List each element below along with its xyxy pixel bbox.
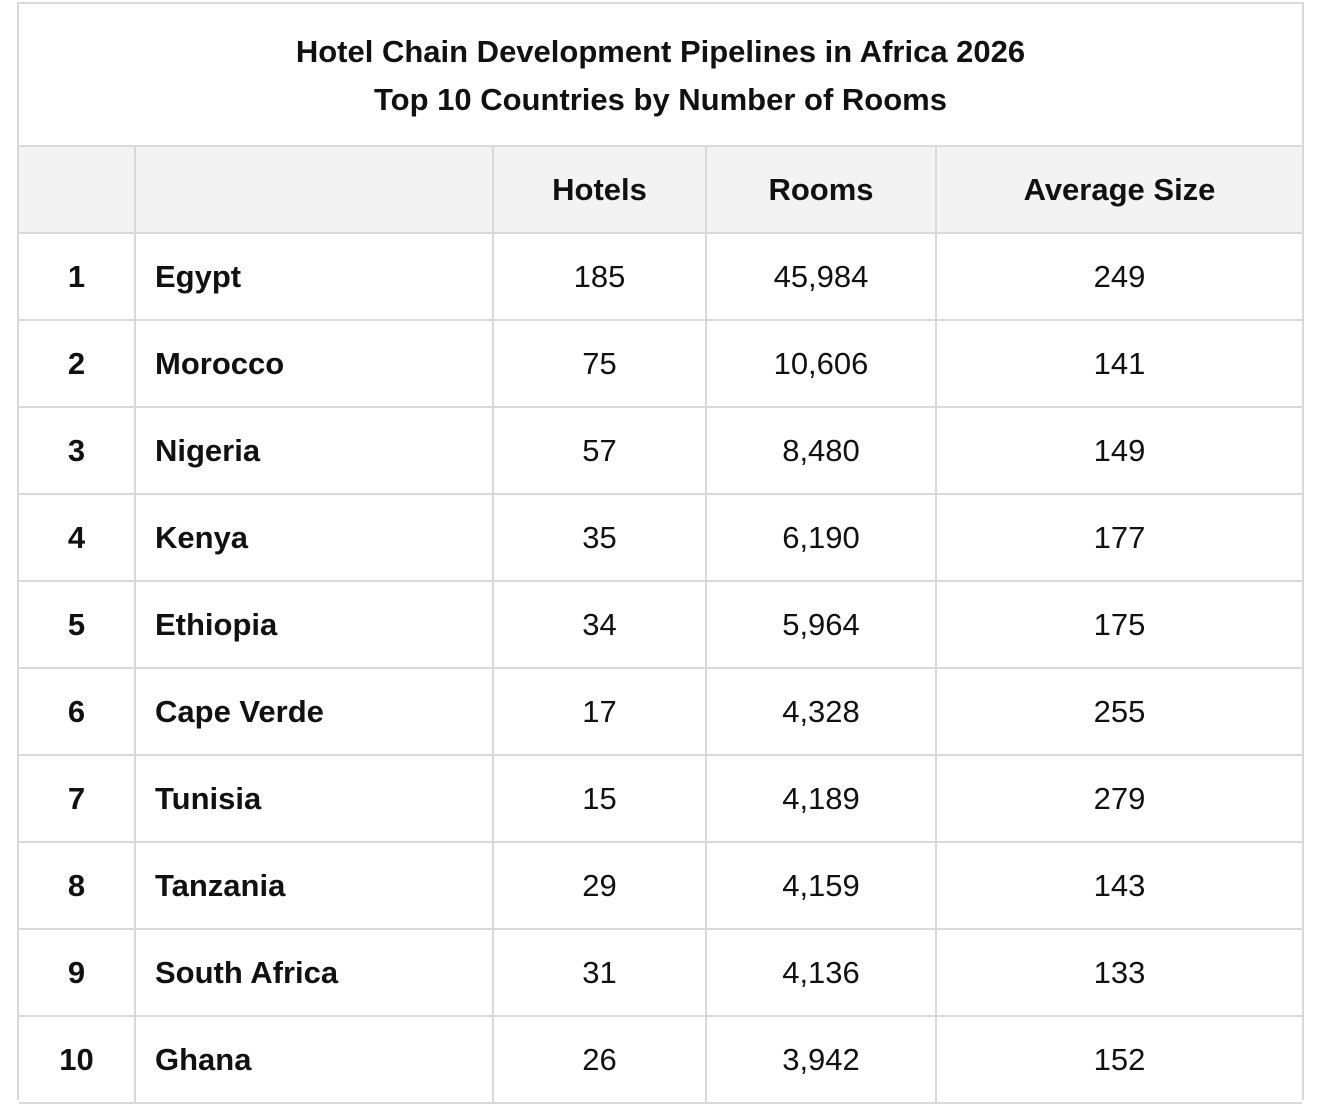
rooms-cell: 10,606 [706,320,937,408]
table-title-block: Hotel Chain Development Pipelines in Afr… [19,4,1302,147]
table-row: 2 Morocco 75 10,606 141 [19,320,1302,408]
hotels-cell: 15 [493,755,707,843]
average-size-cell: 177 [936,494,1302,582]
rooms-cell: 3,942 [706,1016,937,1104]
rooms-cell: 4,189 [706,755,937,843]
rank-cell: 9 [19,929,136,1017]
pipeline-table: Hotels Rooms Average Size 1 Egypt 185 45… [19,147,1302,1104]
average-size-cell: 152 [936,1016,1302,1104]
average-size-cell: 141 [936,320,1302,408]
rank-cell: 5 [19,581,136,669]
country-cell: Ghana [135,1016,494,1104]
rank-cell: 6 [19,668,136,756]
hotels-cell: 31 [493,929,707,1017]
rooms-cell: 4,328 [706,668,937,756]
column-header-rank [19,147,136,234]
country-cell: Egypt [135,233,494,321]
country-cell: Nigeria [135,407,494,495]
hotels-cell: 57 [493,407,707,495]
average-size-cell: 143 [936,842,1302,930]
country-cell: Kenya [135,494,494,582]
column-header-average-size: Average Size [936,147,1302,234]
hotels-cell: 26 [493,1016,707,1104]
country-cell: Tanzania [135,842,494,930]
table-row: 4 Kenya 35 6,190 177 [19,494,1302,582]
rooms-cell: 45,984 [706,233,937,321]
rank-cell: 8 [19,842,136,930]
table-row: 5 Ethiopia 34 5,964 175 [19,581,1302,669]
country-cell: Tunisia [135,755,494,843]
rank-cell: 1 [19,233,136,321]
table-row: 8 Tanzania 29 4,159 143 [19,842,1302,930]
country-cell: Cape Verde [135,668,494,756]
column-header-country [135,147,494,234]
rank-cell: 4 [19,494,136,582]
hotels-cell: 29 [493,842,707,930]
hotels-cell: 34 [493,581,707,669]
table-row: 7 Tunisia 15 4,189 279 [19,755,1302,843]
average-size-cell: 249 [936,233,1302,321]
rooms-cell: 4,159 [706,842,937,930]
column-header-rooms: Rooms [706,147,937,234]
country-cell: Ethiopia [135,581,494,669]
rank-cell: 2 [19,320,136,408]
country-cell: South Africa [135,929,494,1017]
rooms-cell: 6,190 [706,494,937,582]
hotels-cell: 17 [493,668,707,756]
hotels-cell: 185 [493,233,707,321]
average-size-cell: 133 [936,929,1302,1017]
table-row: 10 Ghana 26 3,942 152 [19,1016,1302,1104]
table-title: Hotel Chain Development Pipelines in Afr… [295,33,1026,69]
hotels-cell: 35 [493,494,707,582]
table-subtitle: Top 10 Countries by Number of Rooms [374,81,947,117]
average-size-cell: 175 [936,581,1302,669]
table-row: 1 Egypt 185 45,984 249 [19,233,1302,321]
rank-cell: 3 [19,407,136,495]
header-row: Hotels Rooms Average Size [19,147,1302,234]
average-size-cell: 255 [936,668,1302,756]
hotels-cell: 75 [493,320,707,408]
column-header-hotels: Hotels [493,147,707,234]
rooms-cell: 5,964 [706,581,937,669]
table-row: 3 Nigeria 57 8,480 149 [19,407,1302,495]
table-card: Hotel Chain Development Pipelines in Afr… [17,2,1304,1104]
rooms-cell: 4,136 [706,929,937,1017]
country-cell: Morocco [135,320,494,408]
rank-cell: 10 [19,1016,136,1104]
average-size-cell: 279 [936,755,1302,843]
average-size-cell: 149 [936,407,1302,495]
table-row: 6 Cape Verde 17 4,328 255 [19,668,1302,756]
rank-cell: 7 [19,755,136,843]
rooms-cell: 8,480 [706,407,937,495]
table-row: 9 South Africa 31 4,136 133 [19,929,1302,1017]
